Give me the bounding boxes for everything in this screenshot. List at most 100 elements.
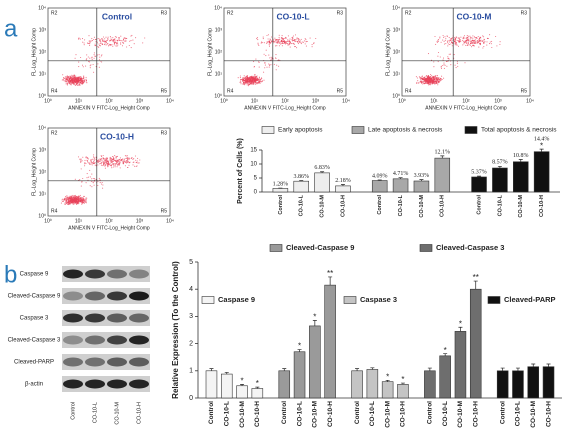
event-dot <box>112 156 114 158</box>
event-dot <box>291 43 293 45</box>
event-dot <box>419 77 421 79</box>
event-dot <box>116 160 118 162</box>
event-dot <box>101 183 103 185</box>
event-dot <box>111 161 113 163</box>
event-dot <box>89 57 91 59</box>
event-dot <box>91 162 93 164</box>
quadrant-label: R4 <box>405 88 412 94</box>
significance-mark: * <box>401 375 404 384</box>
event-dot <box>432 82 434 84</box>
bar <box>366 369 379 399</box>
event-dot <box>65 197 67 199</box>
event-dot <box>73 197 75 199</box>
event-dot <box>87 56 89 58</box>
event-dot <box>104 164 106 166</box>
event-dot <box>126 46 128 48</box>
value-label: 8.57% <box>492 160 508 166</box>
event-dot <box>280 43 282 45</box>
event-dot <box>276 45 278 47</box>
event-dot <box>292 42 294 45</box>
x-tick-label: CO-10-M <box>239 401 246 428</box>
y-axis-label: FL-Log_Height Comp <box>31 148 37 196</box>
event-dot <box>464 40 466 42</box>
event-dot <box>243 83 245 85</box>
event-dot <box>456 43 458 45</box>
y-tick-label: 5 <box>189 259 193 266</box>
event-dot <box>61 199 63 201</box>
event-dot <box>434 80 436 82</box>
event-dot <box>75 198 77 201</box>
value-label: 2.18% <box>335 178 351 184</box>
y-tick-label: 10² <box>39 169 47 175</box>
event-dot <box>266 34 268 37</box>
event-dot <box>278 65 280 67</box>
event-dot <box>66 202 68 204</box>
event-dot <box>81 197 83 199</box>
event-dot <box>75 194 77 196</box>
event-dot <box>102 36 105 38</box>
event-dot <box>70 201 72 203</box>
event-dot <box>270 36 273 38</box>
event-dot <box>83 198 85 200</box>
event-dot <box>105 44 107 46</box>
event-dot <box>309 37 311 39</box>
event-dot <box>288 44 290 46</box>
event-dot <box>271 57 273 59</box>
event-dot <box>98 54 100 56</box>
event-dot <box>88 162 90 164</box>
event-dot <box>239 77 241 79</box>
event-dot <box>430 73 432 76</box>
event-dot <box>298 39 300 41</box>
event-dot <box>85 156 87 158</box>
event-dot <box>80 185 82 187</box>
event-dot <box>83 75 85 77</box>
event-dot <box>71 75 73 77</box>
event-dot <box>67 199 69 201</box>
event-dot <box>112 39 114 41</box>
error-bar <box>473 280 478 290</box>
event-dot <box>94 177 96 180</box>
event-dot <box>91 173 93 175</box>
event-dot <box>75 75 77 77</box>
event-dot <box>73 81 76 83</box>
event-dot <box>255 81 257 83</box>
event-dot <box>80 56 82 59</box>
event-dot <box>269 39 272 41</box>
quadrant-label: R4 <box>51 88 58 94</box>
event-dot <box>437 61 439 63</box>
event-dot <box>114 42 116 44</box>
bar <box>397 384 409 399</box>
event-dot <box>244 76 246 78</box>
event-dot <box>83 195 85 197</box>
event-dot <box>113 166 115 168</box>
event-dot <box>117 161 119 163</box>
event-dot <box>416 77 419 79</box>
event-dot <box>98 66 100 68</box>
event-dot <box>499 41 501 43</box>
event-dot <box>429 84 431 86</box>
event-dot <box>82 177 84 180</box>
event-dot <box>479 37 481 39</box>
x-tick-label: 10³ <box>136 218 144 224</box>
event-dot <box>132 158 134 161</box>
event-dot <box>94 45 96 47</box>
event-dot <box>251 75 253 77</box>
event-dot <box>74 196 76 198</box>
event-dot <box>125 155 127 157</box>
event-dot <box>253 77 255 79</box>
event-dot <box>86 197 88 199</box>
significance-mark: * <box>313 313 316 322</box>
event-dot <box>489 34 491 36</box>
event-dot <box>418 76 420 78</box>
event-dot <box>117 164 119 166</box>
event-dot <box>81 64 84 66</box>
event-dot <box>451 42 453 44</box>
bar <box>513 161 529 193</box>
event-dot <box>417 80 419 82</box>
event-dot <box>258 79 260 81</box>
event-dot <box>243 81 245 83</box>
event-dot <box>71 78 73 80</box>
event-dot <box>273 39 275 41</box>
event-dot <box>85 182 87 184</box>
protein-label: β-actin <box>25 382 43 388</box>
